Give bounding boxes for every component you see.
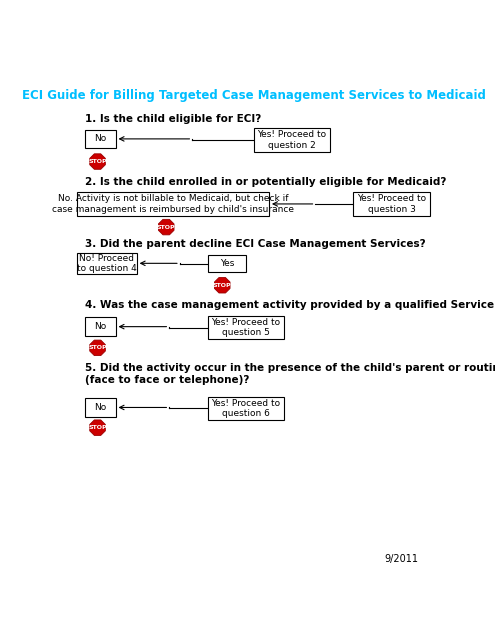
Bar [253,128,331,152]
Bar [85,317,116,336]
Polygon shape [158,220,174,235]
Polygon shape [90,420,105,435]
Text: ECI Guide for Billing Targeted Case Management Services to Medicaid: ECI Guide for Billing Targeted Case Mana… [22,89,486,102]
Polygon shape [214,278,230,293]
Text: Yes! Proceed to
question 6: Yes! Proceed to question 6 [211,399,281,418]
Text: 9/2011: 9/2011 [385,554,419,564]
Bar [77,253,137,274]
Text: Yes: Yes [220,259,234,268]
Text: No. Activity is not billable to Medicaid, but check if
case management is reimbu: No. Activity is not billable to Medicaid… [52,195,294,214]
Bar [85,129,116,148]
Text: STOP: STOP [88,425,107,430]
Bar [208,397,285,420]
Bar [77,192,269,216]
Text: 5. Did the activity occur in the presence of the child's parent or routine careg: 5. Did the activity occur in the presenc… [85,363,495,385]
Text: No: No [94,403,106,412]
Text: 2. Is the child enrolled in or potentially eligible for Medicaid?: 2. Is the child enrolled in or potential… [85,177,446,187]
Polygon shape [90,340,105,356]
Text: STOP: STOP [88,159,107,164]
Bar [208,316,285,339]
Text: Yes! Proceed to
question 2: Yes! Proceed to question 2 [257,130,327,150]
Text: Yes! Proceed to
question 5: Yes! Proceed to question 5 [211,318,281,337]
Text: 3. Did the parent decline ECI Case Management Services?: 3. Did the parent decline ECI Case Manag… [85,239,426,249]
Bar [85,398,116,417]
Text: Yes! Proceed to
question 3: Yes! Proceed to question 3 [357,195,426,214]
Text: No! Proceed
to question 4: No! Proceed to question 4 [77,253,137,273]
Bar [353,192,430,216]
Polygon shape [90,154,105,170]
Text: 4. Was the case management activity provided by a qualified Service Coordinator?: 4. Was the case management activity prov… [85,300,495,310]
Text: 1. Is the child eligible for ECI?: 1. Is the child eligible for ECI? [85,114,261,124]
Text: STOP: STOP [213,283,232,288]
Text: No: No [94,134,106,143]
Text: STOP: STOP [88,346,107,350]
Text: STOP: STOP [157,225,176,230]
Bar [208,255,246,273]
Text: No: No [94,322,106,331]
